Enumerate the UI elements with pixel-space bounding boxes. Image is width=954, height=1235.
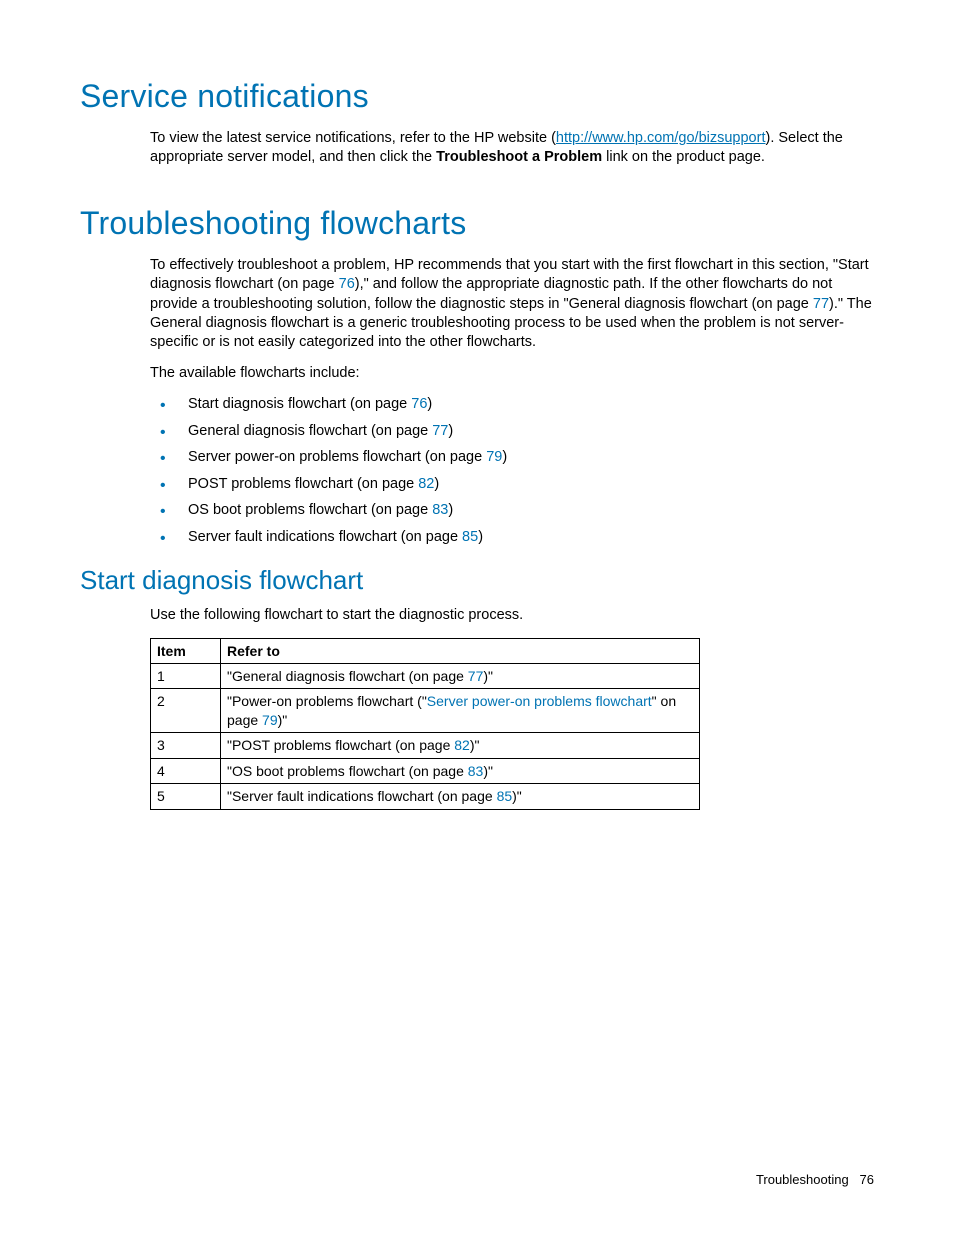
text: OS boot problems flowchart (on page: [188, 502, 432, 518]
page-ref[interactable]: 77: [432, 423, 448, 439]
page-ref[interactable]: 83: [468, 763, 484, 779]
page-ref[interactable]: 77: [813, 296, 829, 312]
page-ref[interactable]: 77: [468, 668, 484, 684]
text: "Server fault indications flowchart (on …: [227, 788, 497, 804]
list-item: OS boot problems flowchart (on page 83): [150, 501, 874, 521]
text: link on the product page.: [602, 149, 765, 165]
item-cell: 5: [151, 784, 221, 809]
col-item-header: Item: [151, 638, 221, 663]
text: "General diagnosis flowchart (on page: [227, 668, 468, 684]
text: ): [448, 423, 453, 439]
footer-section: Troubleshooting: [756, 1172, 849, 1187]
table-row: 1 "General diagnosis flowchart (on page …: [151, 663, 700, 688]
text: ): [427, 396, 432, 412]
list-item: Server power-on problems flowchart (on p…: [150, 448, 874, 468]
hp-bizsupport-link[interactable]: http://www.hp.com/go/bizsupport: [556, 130, 766, 146]
table-row: 4 "OS boot problems flowchart (on page 8…: [151, 758, 700, 783]
table-header-row: Item Refer to: [151, 638, 700, 663]
table-row: 2 "Power-on problems flowchart ("Server …: [151, 689, 700, 733]
start-diagnosis-intro: Use the following flowchart to start the…: [150, 606, 874, 625]
col-refer-header: Refer to: [221, 638, 700, 663]
text: ): [502, 449, 507, 465]
footer-page-number: 76: [860, 1172, 874, 1187]
page-ref[interactable]: 85: [497, 788, 513, 804]
list-item: POST problems flowchart (on page 82): [150, 475, 874, 495]
text: "POST problems flowchart (on page: [227, 737, 454, 753]
page-ref[interactable]: 76: [339, 276, 355, 292]
troubleshoot-link-name: Troubleshoot a Problem: [436, 149, 602, 165]
text: )": [483, 668, 493, 684]
text: POST problems flowchart (on page: [188, 476, 418, 492]
text: )": [278, 712, 288, 728]
refer-cell: "POST problems flowchart (on page 82)": [221, 733, 700, 758]
text: )": [512, 788, 522, 804]
flowcharts-intro-paragraph: To effectively troubleshoot a problem, H…: [150, 256, 874, 352]
page-ref[interactable]: 82: [418, 476, 434, 492]
text: )": [483, 763, 493, 779]
service-notifications-paragraph: To view the latest service notifications…: [150, 129, 874, 167]
refer-cell: "Power-on problems flowchart ("Server po…: [221, 689, 700, 733]
item-cell: 1: [151, 663, 221, 688]
flowchart-list: Start diagnosis flowchart (on page 76) G…: [150, 395, 874, 547]
page-footer: Troubleshooting 76: [756, 1172, 874, 1187]
text: Server power-on problems flowchart (on p…: [188, 449, 486, 465]
text: To view the latest service notifications…: [150, 130, 556, 146]
item-cell: 4: [151, 758, 221, 783]
list-item: Server fault indications flowchart (on p…: [150, 528, 874, 548]
heading-start-diagnosis-flowchart: Start diagnosis flowchart: [80, 565, 874, 596]
refer-cell: "OS boot problems flowchart (on page 83)…: [221, 758, 700, 783]
text: ): [478, 529, 483, 545]
refer-cell: "General diagnosis flowchart (on page 77…: [221, 663, 700, 688]
text: General diagnosis flowchart (on page: [188, 423, 432, 439]
item-cell: 3: [151, 733, 221, 758]
page-ref[interactable]: 79: [486, 449, 502, 465]
list-item: Start diagnosis flowchart (on page 76): [150, 395, 874, 415]
refer-cell: "Server fault indications flowchart (on …: [221, 784, 700, 809]
text: ): [434, 476, 439, 492]
text: Server fault indications flowchart (on p…: [188, 529, 462, 545]
text: )": [470, 737, 480, 753]
text: ): [448, 502, 453, 518]
page-ref[interactable]: 82: [454, 737, 470, 753]
page-ref[interactable]: 76: [411, 396, 427, 412]
list-item: General diagnosis flowchart (on page 77): [150, 422, 874, 442]
item-cell: 2: [151, 689, 221, 733]
reference-table: Item Refer to 1 "General diagnosis flowc…: [150, 638, 700, 810]
available-flowcharts-label: The available flowcharts include:: [150, 364, 874, 383]
heading-troubleshooting-flowcharts: Troubleshooting flowcharts: [80, 205, 874, 242]
cross-ref-link[interactable]: Server power-on problems flowchart: [427, 693, 652, 709]
page-ref[interactable]: 83: [432, 502, 448, 518]
page-ref[interactable]: 85: [462, 529, 478, 545]
table-row: 3 "POST problems flowchart (on page 82)": [151, 733, 700, 758]
text: "Power-on problems flowchart (": [227, 693, 427, 709]
text: "OS boot problems flowchart (on page: [227, 763, 468, 779]
table-row: 5 "Server fault indications flowchart (o…: [151, 784, 700, 809]
heading-service-notifications: Service notifications: [80, 78, 874, 115]
text: Start diagnosis flowchart (on page: [188, 396, 411, 412]
page-ref[interactable]: 79: [262, 712, 278, 728]
